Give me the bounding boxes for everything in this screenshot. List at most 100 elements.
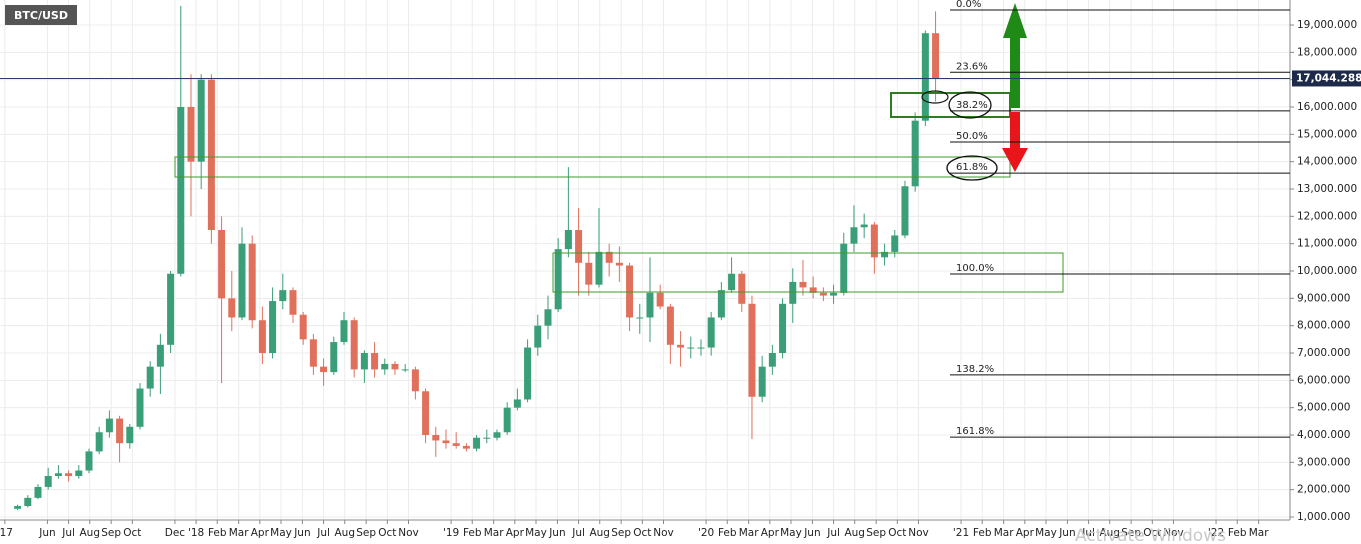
candle-body	[442, 440, 450, 444]
candle-body	[554, 249, 562, 310]
fib-label: 23.6%	[956, 61, 988, 72]
x-tick-label: Aug	[1099, 527, 1120, 539]
candle-body	[595, 251, 603, 285]
y-tick-label: 4,000.000	[1297, 429, 1350, 441]
candle-body	[24, 497, 32, 507]
candle-body	[860, 224, 868, 228]
x-tick-label: Jun	[548, 527, 565, 539]
fib-label: 100.0%	[956, 263, 994, 274]
fib-label: 50.0%	[956, 131, 988, 142]
candle-body	[819, 292, 827, 296]
candle-body	[850, 227, 858, 244]
candle-body	[911, 120, 919, 187]
candle-body	[279, 290, 287, 302]
x-tick-label: Oct	[378, 527, 396, 539]
fib-label: 38.2%	[956, 100, 988, 111]
candle-body	[34, 486, 42, 498]
x-tick-label: Jun	[1058, 527, 1075, 539]
y-tick-label: 13,000.000	[1297, 183, 1357, 195]
candle-body	[309, 339, 317, 367]
candle-body	[483, 437, 491, 439]
candle-body	[615, 262, 623, 266]
x-tick-label: Oct	[888, 527, 906, 539]
x-tick-label: Mar	[994, 527, 1014, 539]
candle-body	[289, 290, 297, 315]
candle-body	[432, 434, 440, 441]
x-tick-label: Mar	[484, 527, 504, 539]
candle-body	[636, 317, 644, 319]
x-tick-label: Mar	[229, 527, 249, 539]
x-tick-label: Jul	[61, 527, 75, 539]
x-tick-label: May	[270, 527, 292, 539]
candle-body	[65, 473, 73, 476]
grid	[0, 0, 1294, 524]
candle-body	[921, 33, 929, 121]
candle-body	[401, 369, 409, 371]
zone-box	[890, 92, 1011, 118]
candle-body	[524, 347, 532, 400]
candle-body	[116, 418, 124, 444]
candle-body	[156, 344, 164, 367]
x-tick-label: '21	[953, 527, 969, 539]
y-tick-label: 3,000.000	[1297, 456, 1350, 468]
x-tick-label: Sep	[866, 527, 886, 539]
candle-body	[360, 352, 368, 370]
candle-body	[391, 363, 399, 370]
candle-body	[228, 298, 236, 318]
symbol-title: BTC/USD	[14, 9, 68, 22]
y-tick-label: 18,000.000	[1297, 46, 1357, 58]
up-arrow	[1003, 3, 1027, 108]
x-tick-label: Nov	[1163, 527, 1184, 539]
y-tick-label: 2,000.000	[1297, 484, 1350, 496]
candle-body	[717, 290, 725, 318]
candle-body	[340, 320, 348, 343]
candle-body	[707, 317, 715, 348]
watermark: Activate Windows	[1075, 526, 1226, 544]
x-tick-label: Apr	[1016, 527, 1035, 539]
x-tick-label: Sep	[101, 527, 121, 539]
y-tick-label: 9,000.000	[1297, 292, 1350, 304]
candle-body	[75, 470, 83, 476]
zone-box	[174, 156, 1011, 178]
last-price-label: 17,044.288	[1296, 72, 1361, 84]
candle-body	[677, 344, 685, 348]
candle-body	[748, 303, 756, 397]
x-tick-label: May	[525, 527, 547, 539]
x-tick-label: Apr	[251, 527, 270, 539]
candle-body	[830, 292, 838, 296]
y-tick-label: 14,000.000	[1297, 156, 1357, 168]
x-tick-label: Apr	[761, 527, 780, 539]
x-tick-label: Feb	[1228, 527, 1247, 539]
candle-body	[269, 301, 277, 353]
candle-body	[126, 426, 134, 444]
candle-body	[840, 243, 848, 293]
x-tick-label: Oct	[633, 527, 651, 539]
fib-label: 0.0%	[956, 0, 981, 10]
candle-body	[238, 243, 246, 318]
zone-box	[552, 252, 1064, 293]
x-tick-label: Sep	[1121, 527, 1141, 539]
candle-body	[371, 352, 379, 370]
candle-body	[666, 306, 674, 345]
x-tick-label: Feb	[973, 527, 992, 539]
x-tick-label: '20	[698, 527, 714, 539]
fib-label: 161.8%	[956, 426, 994, 437]
x-tick-label: Jul	[826, 527, 840, 539]
x-tick-label: Jun	[293, 527, 310, 539]
candle-body	[350, 320, 358, 370]
candle-body	[789, 281, 797, 304]
x-tick-label: Feb	[718, 527, 737, 539]
candle-body	[779, 303, 787, 353]
candle-body	[187, 107, 195, 162]
candle-body	[330, 342, 338, 373]
x-tick-label: Jul	[316, 527, 330, 539]
x-tick-label: '19	[443, 527, 459, 539]
candle-body	[891, 235, 899, 252]
candle-body	[197, 79, 205, 162]
candle-body	[564, 230, 572, 250]
y-tick-label: 12,000.000	[1297, 210, 1357, 222]
candle-body	[513, 399, 521, 408]
candle-body	[44, 475, 52, 487]
candle-body	[605, 251, 613, 263]
